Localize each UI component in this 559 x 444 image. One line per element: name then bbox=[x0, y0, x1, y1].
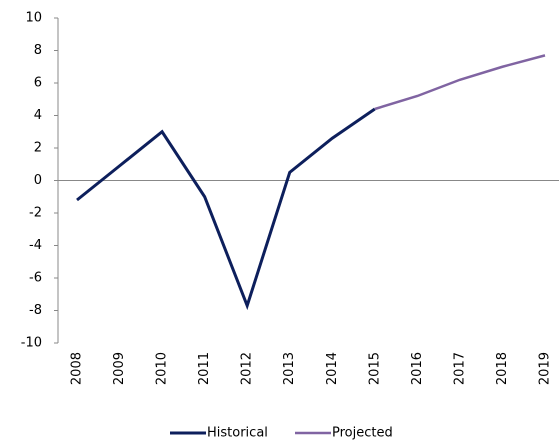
legend-label: Projected bbox=[332, 426, 393, 441]
y-tick-label: 0 bbox=[34, 173, 42, 188]
x-tick-label: 2016 bbox=[410, 352, 425, 385]
x-tick-label: 2018 bbox=[495, 352, 510, 385]
x-tick-label: 2009 bbox=[112, 352, 127, 385]
series-line bbox=[374, 54, 546, 111]
legend-label: Historical bbox=[207, 426, 268, 441]
x-tick-label: 2017 bbox=[452, 352, 467, 385]
y-tick-label: -4 bbox=[29, 238, 42, 253]
y-tick-label: -10 bbox=[21, 336, 42, 351]
x-tick-label: 2015 bbox=[367, 352, 382, 385]
y-tick-label: -8 bbox=[29, 303, 42, 318]
x-tick-label: 2019 bbox=[538, 352, 553, 385]
x-tick-label: 2014 bbox=[325, 352, 340, 385]
x-tick-label: 2008 bbox=[70, 352, 85, 385]
y-tick-label: 10 bbox=[25, 11, 42, 26]
y-tick-label: -6 bbox=[29, 271, 42, 286]
y-tick-label: 2 bbox=[34, 141, 42, 156]
y-tick-label: 6 bbox=[34, 76, 42, 91]
x-tick-label: 2012 bbox=[240, 352, 255, 385]
x-tick-label: 2011 bbox=[197, 352, 212, 385]
x-tick-label: 2010 bbox=[155, 352, 170, 385]
y-tick-label: -2 bbox=[29, 206, 42, 221]
y-tick-label: 4 bbox=[34, 108, 42, 123]
series-line bbox=[76, 107, 376, 311]
x-tick-label: 2013 bbox=[282, 352, 297, 385]
y-tick-label: 8 bbox=[34, 43, 42, 58]
